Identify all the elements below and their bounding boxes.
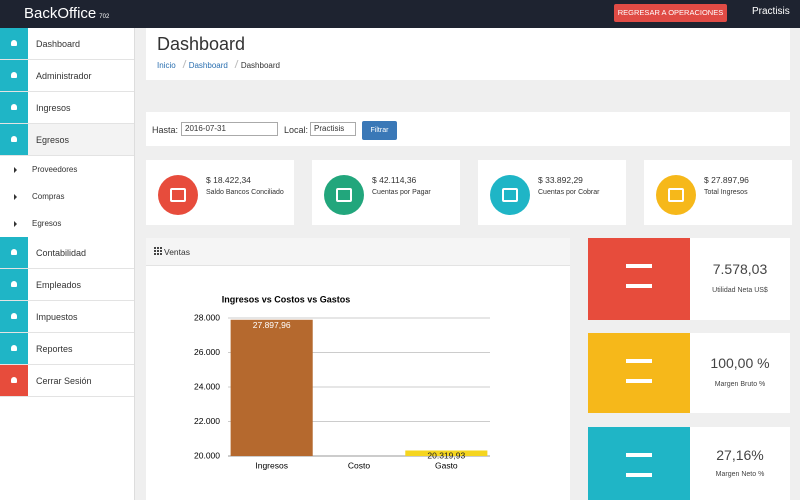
- kpi-glyph: [626, 359, 652, 383]
- y-tick-label: 20.000: [194, 450, 220, 460]
- nav-item[interactable]: Dashboard: [0, 28, 134, 60]
- kpi-widget: 7.578,03 Utilidad Neta US$: [588, 238, 790, 320]
- kpi-widget: 27,16% Margen Neto %: [588, 427, 790, 500]
- stat-amount: $ 42.114,36: [372, 175, 417, 185]
- value-label: 20.319,93: [427, 451, 465, 461]
- stat-icon: [324, 175, 364, 215]
- nav-icon: [0, 301, 28, 332]
- kpi-label: Margen Neto %: [715, 470, 765, 478]
- breadcrumb-item: Dashboard: [240, 61, 280, 70]
- nav-item[interactable]: Cerrar Sesión: [0, 365, 134, 397]
- sidebar: Dashboard Administrador Ingresos Egresos Pro…: [0, 28, 135, 500]
- stat-icon: [490, 175, 530, 215]
- kpi-label: Margen Bruto %: [714, 381, 766, 388]
- page-title: Dashboard: [157, 34, 246, 54]
- value-label: 27.897,96: [253, 320, 291, 330]
- bar: [230, 319, 313, 456]
- brand: BackOffice 702: [24, 5, 109, 22]
- x-tick-label: Costo: [348, 460, 370, 470]
- kpi-widget: 100,00 % Margen Bruto %: [588, 333, 790, 413]
- stat-amount: $ 18.422,34: [206, 175, 251, 185]
- stat-amount: $ 33.892,29: [538, 175, 583, 185]
- chart: Ingresos vs Costos vs Gastos 20.000 22.00…: [194, 294, 490, 470]
- kpi-icon-box: [588, 427, 690, 500]
- breadcrumb: Inicio Dashboard Dashboard: [157, 60, 280, 70]
- panel-title: Ventas: [164, 247, 190, 257]
- x-tick-label: Ingresos: [255, 460, 288, 470]
- x-tick-label: Gasto: [435, 460, 458, 470]
- nav-icon: [0, 124, 28, 155]
- kpi-glyph: [626, 264, 652, 288]
- local-label: Local:: [284, 125, 309, 135]
- kpi-glyph: [626, 453, 652, 477]
- breadcrumb-item[interactable]: Inicio: [157, 61, 176, 70]
- nav-item[interactable]: Egresos: [0, 124, 134, 156]
- panel-header: Ventas: [146, 238, 570, 266]
- icon-glyph: [336, 188, 352, 202]
- nav-item[interactable]: Ingresos: [0, 92, 134, 124]
- stat-icon: [656, 175, 696, 215]
- stat-label: Cuentas por Cobrar: [538, 189, 600, 196]
- local-select[interactable]: Practisis: [310, 122, 356, 136]
- stat-amount: $ 27.897,96: [704, 175, 749, 185]
- kpi-icon-box: [588, 333, 690, 413]
- breadcrumb-item[interactable]: Dashboard: [188, 61, 228, 70]
- stat-card: $ 18.422,34 Saldo Bancos Conciliado: [146, 160, 294, 225]
- nav-item[interactable]: Impuestos: [0, 301, 134, 333]
- bar: [405, 450, 488, 456]
- brand-sub: 702: [99, 14, 110, 20]
- brand-name: BackOffice: [24, 5, 97, 22]
- nav-icon: [0, 60, 28, 91]
- sales-panel: Ventas Ingresos vs Costos vs Gastos 20.0…: [146, 238, 570, 500]
- nav-item[interactable]: Empleados: [0, 269, 134, 301]
- topbar: BackOffice 702 REGRESAR A OPERACIONES Pra…: [0, 0, 800, 28]
- kpi-label: Utilidad Neta US$: [712, 287, 768, 295]
- stat-icon: [158, 175, 198, 215]
- stat-card: $ 33.892,29 Cuentas por Cobrar: [478, 160, 626, 225]
- kpi-value: 27,16%: [716, 447, 764, 464]
- nav-icon: [0, 237, 28, 268]
- y-tick-label: 22.000: [194, 416, 220, 426]
- icon-glyph: [668, 188, 684, 202]
- kpi-value: 100,00 %: [710, 355, 770, 372]
- nav-icon: [0, 269, 28, 300]
- y-tick-label: 28.000: [194, 312, 220, 322]
- filter-bar: Hasta: 2016-07-31 Local: Practisis Filtr…: [146, 112, 790, 146]
- nav-icon: [0, 333, 28, 364]
- y-tick-label: 24.000: [194, 381, 220, 391]
- nav-item[interactable]: Contabilidad: [0, 237, 134, 269]
- stat-card: $ 42.114,36 Cuentas por Pagar: [312, 160, 460, 225]
- back-button[interactable]: REGRESAR A OPERACIONES: [614, 4, 727, 22]
- breadcrumb-sep: [178, 60, 187, 68]
- y-tick-label: 26.000: [194, 347, 220, 357]
- nav-icon: [0, 365, 28, 396]
- stat-label: Saldo Bancos Conciliado: [206, 189, 284, 196]
- user-name[interactable]: Practisis: [752, 6, 790, 17]
- filter-button[interactable]: Filtrar: [362, 121, 397, 140]
- icon-glyph: [502, 188, 518, 202]
- kpi-value: 7.578,03: [712, 260, 768, 277]
- nav-item[interactable]: Egresos: [0, 210, 134, 237]
- nav-item[interactable]: Proveedores: [0, 156, 134, 183]
- grid-icon: [154, 247, 162, 255]
- nav-item[interactable]: Administrador: [0, 60, 134, 92]
- breadcrumb-sep: [230, 60, 239, 68]
- stat-label: Total Ingresos: [704, 189, 748, 196]
- icon-glyph: [170, 188, 186, 202]
- stat-label: Cuentas por Pagar: [372, 189, 431, 196]
- nav-item[interactable]: Compras: [0, 183, 134, 210]
- date-input[interactable]: 2016-07-31: [181, 122, 278, 136]
- date-label: Hasta:: [152, 125, 179, 135]
- nav-icon: [0, 92, 28, 123]
- nav-icon: [0, 28, 28, 59]
- nav-item[interactable]: Reportes: [0, 333, 134, 365]
- kpi-icon-box: [588, 238, 690, 320]
- page-header: Dashboard Inicio Dashboard Dashboard: [146, 28, 790, 80]
- stat-card: $ 27.897,96 Total Ingresos: [644, 160, 792, 225]
- chart-title: Ingresos vs Costos vs Gastos: [222, 294, 351, 304]
